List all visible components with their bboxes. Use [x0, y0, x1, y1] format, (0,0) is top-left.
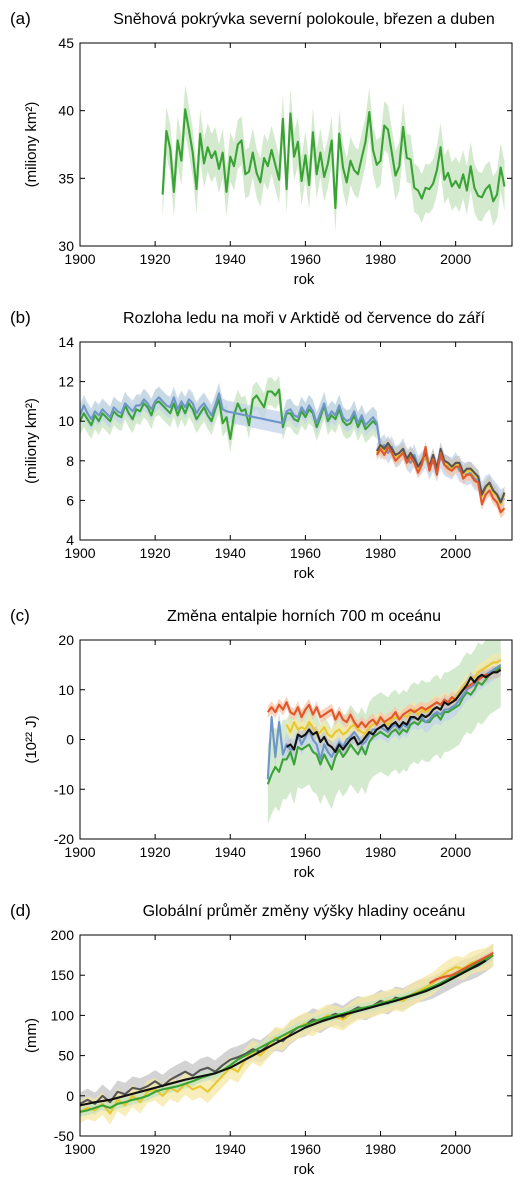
y-tick-label: 100 — [51, 1007, 75, 1023]
series-1-uncertainty-band — [80, 382, 505, 512]
plot-area — [161, 85, 506, 233]
y-tick-label: 10 — [58, 682, 74, 698]
y-tick-label: 200 — [51, 927, 75, 943]
series-2-line — [285, 659, 502, 739]
series-4-line — [375, 445, 506, 514]
x-tick-label: 1960 — [290, 1141, 321, 1157]
y-tick-label: 45 — [58, 35, 74, 51]
series-4-line — [80, 959, 487, 1107]
chart-title: Změna entalpie horních 700 m oceánu — [167, 608, 441, 625]
y-tick-label: 6 — [66, 492, 74, 508]
x-tick-label: 1900 — [64, 1141, 95, 1157]
series-0-line — [161, 108, 506, 210]
x-tick-label: 1960 — [290, 545, 321, 561]
x-axis-label: rok — [294, 1161, 315, 1178]
x-axis-label: rok — [294, 565, 315, 582]
series-0-line — [266, 666, 502, 785]
x-tick-label: 1940 — [215, 545, 246, 561]
y-tick-label: 30 — [58, 238, 74, 254]
x-tick-label: 1980 — [365, 844, 396, 860]
panel-c-ocean-heat-content: (c) Změna entalpie horních 700 m oceánu 19… — [10, 606, 513, 881]
x-tick-label: 1960 — [290, 844, 321, 860]
x-axis-label: rok — [294, 271, 315, 288]
plot-area — [80, 943, 494, 1125]
x-axis-label: rok — [294, 864, 315, 881]
series-4-line — [286, 669, 502, 753]
series-0-line — [80, 388, 378, 441]
x-tick-label: 2000 — [440, 1141, 471, 1157]
y-tick-label: 4 — [66, 532, 74, 548]
y-tick-label: 40 — [58, 103, 74, 119]
plot-area — [266, 640, 502, 825]
panel-d-sea-level: (d) Globální průměr změny výšky hladiny o… — [10, 901, 513, 1178]
x-tick-label: 1920 — [140, 545, 171, 561]
y-tick-label: -50 — [54, 1128, 74, 1144]
x-tick-label: 1920 — [140, 251, 171, 267]
x-tick-label: 1940 — [215, 1141, 246, 1157]
x-tick-label: 1940 — [215, 844, 246, 860]
x-tick-label: 1920 — [140, 844, 171, 860]
x-tick-label: 1980 — [365, 251, 396, 267]
y-tick-label: 14 — [58, 334, 74, 350]
y-tick-label: -10 — [54, 781, 74, 797]
y-tick-label: 12 — [58, 374, 74, 390]
series-3-line — [375, 441, 506, 504]
plot-area — [80, 375, 506, 519]
x-tick-label: 2000 — [440, 545, 471, 561]
y-tick-label: 0 — [66, 732, 74, 748]
y-tick-label: 20 — [58, 632, 74, 648]
x-tick-label: 1960 — [290, 251, 321, 267]
chart-title: Sněhová pokrývka severní polokoule, břez… — [113, 11, 495, 28]
y-axis-label: (10²² J) — [23, 715, 40, 763]
panel-label: (c) — [10, 606, 30, 625]
x-tick-label: 1900 — [64, 251, 95, 267]
plot-frame — [79, 934, 513, 1137]
series-1-line — [80, 954, 494, 1115]
y-tick-label: 0 — [66, 1088, 74, 1104]
x-tick-label: 1920 — [140, 1141, 171, 1157]
y-axis-label: (miliony km²) — [23, 102, 40, 188]
y-axis-label: (miliony km²) — [23, 398, 40, 484]
series-4-uncertainty-band — [286, 663, 501, 758]
x-tick-label: 2000 — [440, 251, 471, 267]
plot-frame — [79, 42, 513, 247]
chart-title: Globální průměr změny výšky hladiny oceá… — [143, 902, 466, 920]
plot-frame — [79, 341, 513, 541]
panel-label: (d) — [10, 901, 31, 920]
y-tick-label: 150 — [51, 967, 75, 983]
x-tick-label: 1900 — [64, 844, 95, 860]
x-tick-label: 1980 — [365, 1141, 396, 1157]
panel-label: (a) — [10, 9, 31, 28]
chart-title: Rozloha ledu na moři v Arktidě od červen… — [123, 310, 486, 327]
x-tick-label: 1940 — [215, 251, 246, 267]
series-3-uncertainty-band — [267, 663, 501, 733]
series-2-line — [80, 954, 494, 1113]
y-tick-label: -20 — [54, 831, 74, 847]
x-tick-label: 1980 — [365, 545, 396, 561]
panel-b-arctic-sea-ice: (b) Rozloha ledu na moři v Arktidě od čer… — [10, 308, 513, 582]
y-tick-label: 8 — [66, 453, 74, 469]
y-tick-label: 35 — [58, 170, 74, 186]
y-axis-label: (mm) — [23, 1018, 40, 1053]
y-tick-label: 50 — [58, 1048, 74, 1064]
x-tick-label: 2000 — [440, 844, 471, 860]
panel-label: (b) — [10, 308, 31, 327]
y-tick-label: 10 — [58, 413, 74, 429]
series-3-line — [428, 951, 494, 985]
x-tick-label: 1900 — [64, 545, 95, 561]
panel-a-snow-cover: (a) Sněhová pokrývka severní polokoule, b… — [10, 9, 513, 288]
